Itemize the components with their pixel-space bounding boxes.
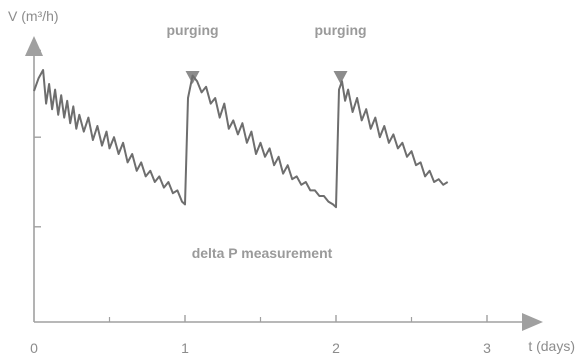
series-line bbox=[33, 69, 449, 209]
y-axis-label: V (m³/h) bbox=[8, 8, 59, 24]
x-axis-arrow bbox=[522, 313, 543, 331]
purging-label: purging bbox=[314, 22, 366, 38]
x-tick-label: 3 bbox=[483, 340, 491, 356]
x-axis-label: t (days) bbox=[528, 338, 575, 354]
purging-annotations: purging purging bbox=[166, 22, 367, 84]
purging-label: purging bbox=[166, 22, 218, 38]
x-tick-label: 1 bbox=[181, 340, 189, 356]
y-axis-arrow bbox=[25, 36, 43, 56]
y-ticks bbox=[34, 49, 41, 228]
series-group bbox=[33, 69, 449, 209]
x-tick-label: 2 bbox=[332, 340, 340, 356]
x-tick-label: 0 bbox=[30, 340, 38, 356]
purging-marker bbox=[333, 71, 348, 84]
x-ticks: 0 1 2 3 bbox=[30, 315, 491, 356]
delta-p-label: delta P measurement bbox=[192, 245, 333, 261]
